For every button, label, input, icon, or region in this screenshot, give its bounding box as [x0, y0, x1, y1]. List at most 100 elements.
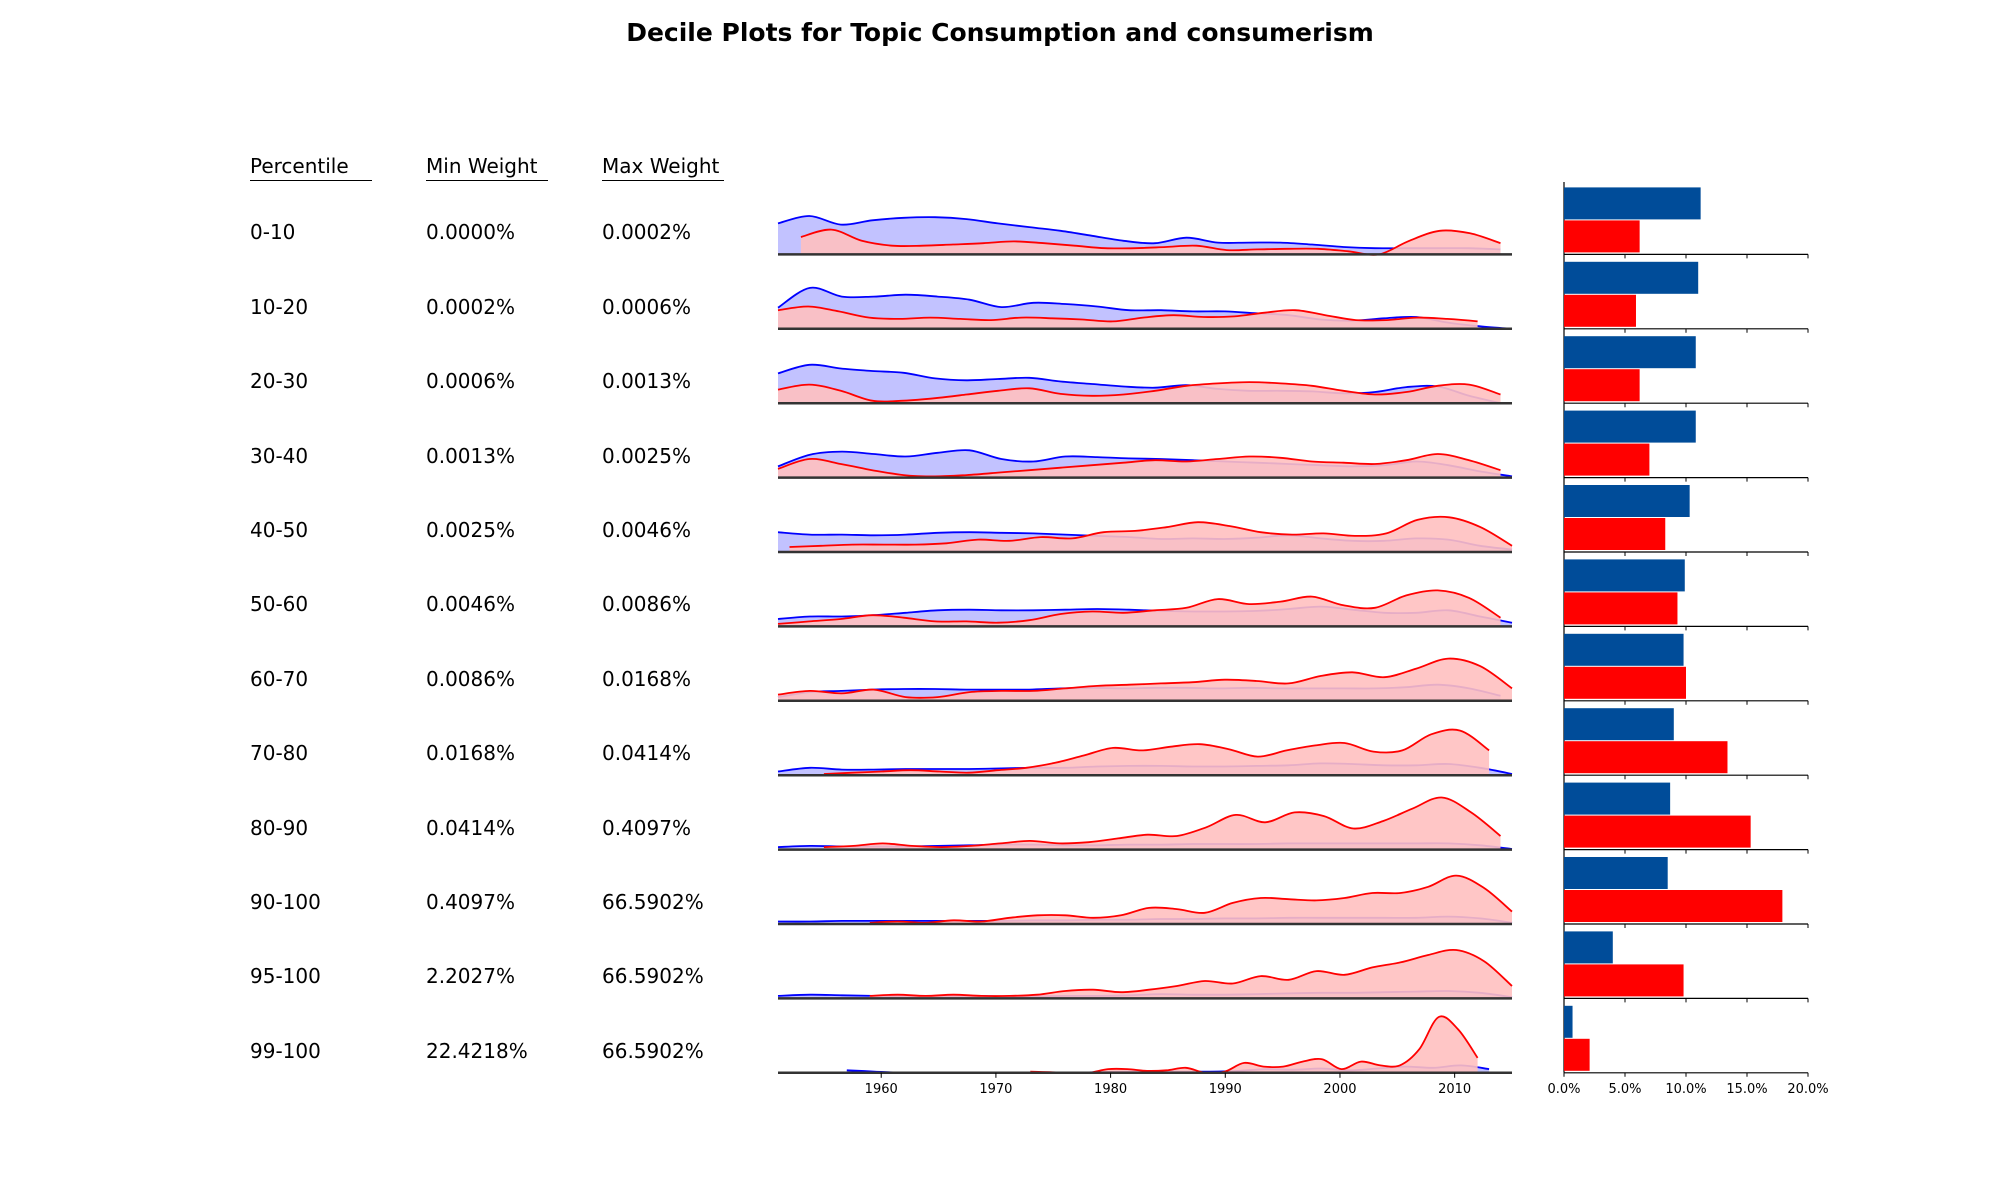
- percentile-cell: 99-100: [250, 1038, 321, 1063]
- red-density-line: [777, 453, 1501, 478]
- percentile-cell: 40-50: [250, 518, 309, 542]
- blue-density-line: [777, 215, 1501, 251]
- min-weight-cell: 0.0086%: [426, 666, 515, 691]
- min-weight-cell: 0.0013%: [426, 443, 515, 468]
- min-weight-cell: 0.0046%: [426, 592, 515, 617]
- red-share-bar: [1564, 1038, 1590, 1071]
- red-density-area: [869, 949, 1512, 999]
- red-density-area: [778, 454, 1501, 478]
- blue-share-bar: [1564, 261, 1699, 294]
- bar-x-tick-label: 5.0%: [1608, 1082, 1641, 1097]
- red-density-line: [869, 874, 1513, 924]
- percentile-column-header: Percentile: [250, 154, 372, 181]
- max-weight-cell: 0.0414%: [602, 741, 691, 766]
- red-share-bar: [1564, 815, 1751, 848]
- blue-share-bar: [1564, 410, 1696, 443]
- red-density-area: [823, 797, 1501, 850]
- percentile-cell: 80-90: [250, 815, 309, 840]
- red-density-area: [778, 590, 1501, 627]
- blue-share-bar: [1564, 857, 1668, 889]
- blue-density-line: [777, 363, 1501, 405]
- bar-x-tick-label: 20.0%: [1787, 1082, 1828, 1097]
- min-weight-cell: 0.0006%: [426, 369, 515, 394]
- percentile-cell: 0-10: [250, 220, 296, 245]
- blue-share-bar: [1564, 708, 1674, 741]
- red-share-bar: [1564, 294, 1636, 327]
- blue-share-bar: [1564, 485, 1690, 517]
- min-weight-cell: 0.0414%: [426, 815, 515, 840]
- red-density-line: [1030, 1015, 1479, 1075]
- red-density-line: [777, 589, 1501, 625]
- red-share-bar: [1564, 592, 1678, 625]
- blue-share-bar: [1564, 931, 1613, 964]
- max-weight-cell: 0.0013%: [602, 369, 691, 394]
- density-x-tick-label: 2010: [1438, 1082, 1471, 1097]
- blue-share-bar: [1564, 633, 1684, 666]
- red-density-line: [789, 515, 1513, 548]
- bar-x-tick-label: 0.0%: [1547, 1082, 1580, 1097]
- red-density-area: [1030, 1016, 1478, 1074]
- max-weight-cell: 0.0006%: [602, 294, 691, 319]
- percentile-cell: 95-100: [250, 964, 321, 989]
- bar-x-tick-label: 15.0%: [1726, 1082, 1767, 1097]
- red-density-line: [777, 657, 1513, 699]
- red-share-bar: [1564, 890, 1783, 922]
- max-weight-cell: 0.0025%: [602, 443, 691, 468]
- red-density-area: [869, 875, 1512, 924]
- red-density-area: [778, 306, 1478, 329]
- density-x-tick-label: 1990: [1209, 1082, 1242, 1097]
- min-weight-cell: 0.4097%: [426, 890, 515, 914]
- max-weight-cell: 0.0002%: [602, 220, 691, 245]
- min-weight-cell: 0.0168%: [426, 741, 515, 766]
- red-density-line: [777, 381, 1501, 403]
- blue-share-bar: [1564, 559, 1685, 592]
- red-density-line: [823, 728, 1490, 775]
- red-share-bar: [1564, 369, 1640, 402]
- blue-share-bar: [1564, 336, 1696, 369]
- min-weight-cell: 2.2027%: [426, 964, 515, 989]
- red-share-bar: [1564, 220, 1640, 253]
- red-share-bar: [1564, 443, 1650, 476]
- min-weight-column-header: Min Weight: [426, 154, 548, 181]
- chart-title: Decile Plots for Topic Consumption and c…: [626, 18, 1374, 47]
- blue-share-bar: [1564, 187, 1701, 220]
- max-weight-cell: 66.5902%: [602, 964, 704, 989]
- percentile-cell: 20-30: [250, 369, 309, 394]
- red-share-bar: [1564, 518, 1666, 550]
- bar-x-tick-label: 10.0%: [1665, 1082, 1706, 1097]
- red-share-bar: [1564, 964, 1684, 997]
- min-weight-cell: 0.0000%: [426, 220, 515, 245]
- red-share-bar: [1564, 741, 1728, 774]
- max-weight-cell: 66.5902%: [602, 1038, 704, 1063]
- blue-share-bar: [1564, 782, 1671, 815]
- red-density-line: [777, 305, 1478, 323]
- density-x-tick-label: 1970: [979, 1082, 1012, 1097]
- density-x-tick-label: 2000: [1323, 1082, 1356, 1097]
- min-weight-cell: 0.0002%: [426, 294, 515, 319]
- min-weight-cell: 22.4218%: [426, 1038, 528, 1063]
- red-density-line: [869, 948, 1513, 997]
- max-weight-column-header: Max Weight: [602, 154, 724, 181]
- red-density-area: [823, 729, 1490, 776]
- red-density-area: [789, 516, 1512, 552]
- max-weight-cell: 66.5902%: [602, 890, 704, 914]
- max-weight-cell: 0.0046%: [602, 518, 691, 542]
- max-weight-cell: 0.4097%: [602, 815, 691, 840]
- red-density-line: [823, 796, 1502, 849]
- density-x-tick-label: 1960: [865, 1082, 898, 1097]
- max-weight-cell: 0.0086%: [602, 592, 691, 617]
- red-density-area: [778, 658, 1512, 701]
- blue-density-line: [777, 286, 1513, 330]
- red-share-bar: [1564, 666, 1686, 699]
- percentile-cell: 90-100: [250, 890, 321, 914]
- percentile-cell: 30-40: [250, 443, 309, 468]
- red-density-area: [800, 229, 1501, 255]
- density-x-tick-label: 1980: [1094, 1082, 1127, 1097]
- percentile-cell: 70-80: [250, 741, 309, 766]
- blue-share-bar: [1564, 1005, 1573, 1038]
- percentile-cell: 50-60: [250, 592, 309, 617]
- min-weight-cell: 0.0025%: [426, 518, 515, 542]
- percentile-cell: 60-70: [250, 666, 309, 691]
- percentile-cell: 10-20: [250, 294, 309, 319]
